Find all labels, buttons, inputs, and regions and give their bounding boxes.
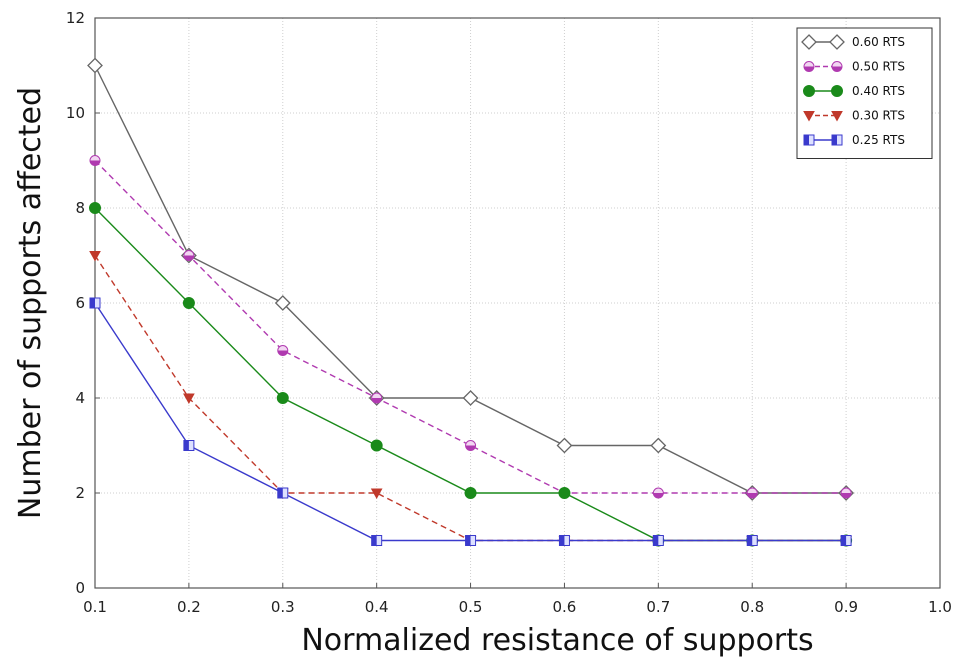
legend-marker bbox=[804, 86, 815, 97]
legend-marker bbox=[832, 86, 843, 97]
data-point bbox=[90, 156, 100, 166]
data-point bbox=[372, 536, 382, 546]
y-tick-label: 2 bbox=[75, 484, 85, 502]
y-tick-label: 4 bbox=[75, 389, 85, 407]
data-point bbox=[747, 488, 757, 498]
x-tick-label: 0.1 bbox=[83, 598, 107, 616]
legend-label: 0.40 RTS bbox=[852, 84, 905, 98]
x-tick-label: 0.9 bbox=[834, 598, 858, 616]
data-point bbox=[747, 536, 757, 546]
data-point bbox=[559, 488, 570, 499]
data-point bbox=[277, 393, 288, 404]
data-point bbox=[278, 488, 288, 498]
data-point bbox=[90, 298, 100, 308]
data-point bbox=[841, 488, 851, 498]
data-point bbox=[653, 536, 663, 546]
x-tick-label: 0.6 bbox=[553, 598, 577, 616]
data-point bbox=[183, 298, 194, 309]
legend: 0.60 RTS 0.50 RTS 0.40 RTS 0.30 RTS 0.25 RTS bbox=[797, 28, 932, 159]
x-tick-label: 1.0 bbox=[928, 598, 952, 616]
data-point bbox=[841, 536, 851, 546]
x-tick-label: 0.8 bbox=[740, 598, 764, 616]
legend-label: 0.50 RTS bbox=[852, 60, 905, 74]
data-point bbox=[184, 251, 194, 261]
x-tick-label: 0.2 bbox=[177, 598, 201, 616]
data-point bbox=[559, 536, 569, 546]
data-point bbox=[371, 440, 382, 451]
legend-marker bbox=[832, 135, 842, 145]
legend-label: 0.25 RTS bbox=[852, 133, 905, 147]
data-point bbox=[90, 203, 101, 214]
legend-label: 0.60 RTS bbox=[852, 35, 905, 49]
data-point bbox=[466, 536, 476, 546]
x-tick-label: 0.3 bbox=[271, 598, 295, 616]
legend-marker bbox=[804, 62, 814, 72]
data-point bbox=[184, 441, 194, 451]
x-tick-label: 0.5 bbox=[459, 598, 483, 616]
data-point bbox=[653, 488, 663, 498]
data-point bbox=[466, 441, 476, 451]
y-tick-label: 6 bbox=[75, 294, 85, 312]
y-tick-label: 12 bbox=[66, 9, 85, 27]
legend-marker bbox=[804, 135, 814, 145]
x-tick-label: 0.7 bbox=[646, 598, 670, 616]
legend-label: 0.30 RTS bbox=[852, 109, 905, 123]
data-point bbox=[465, 488, 476, 499]
data-point bbox=[372, 393, 382, 403]
data-point bbox=[278, 346, 288, 356]
y-axis-title: Number of supports affected bbox=[13, 87, 48, 519]
y-tick-label: 0 bbox=[75, 579, 85, 597]
x-axis-title: Normalized resistance of supports bbox=[301, 623, 813, 658]
legend-marker bbox=[832, 62, 842, 72]
y-tick-label: 10 bbox=[66, 104, 85, 122]
x-tick-label: 0.4 bbox=[365, 598, 389, 616]
y-tick-label: 8 bbox=[75, 199, 85, 217]
